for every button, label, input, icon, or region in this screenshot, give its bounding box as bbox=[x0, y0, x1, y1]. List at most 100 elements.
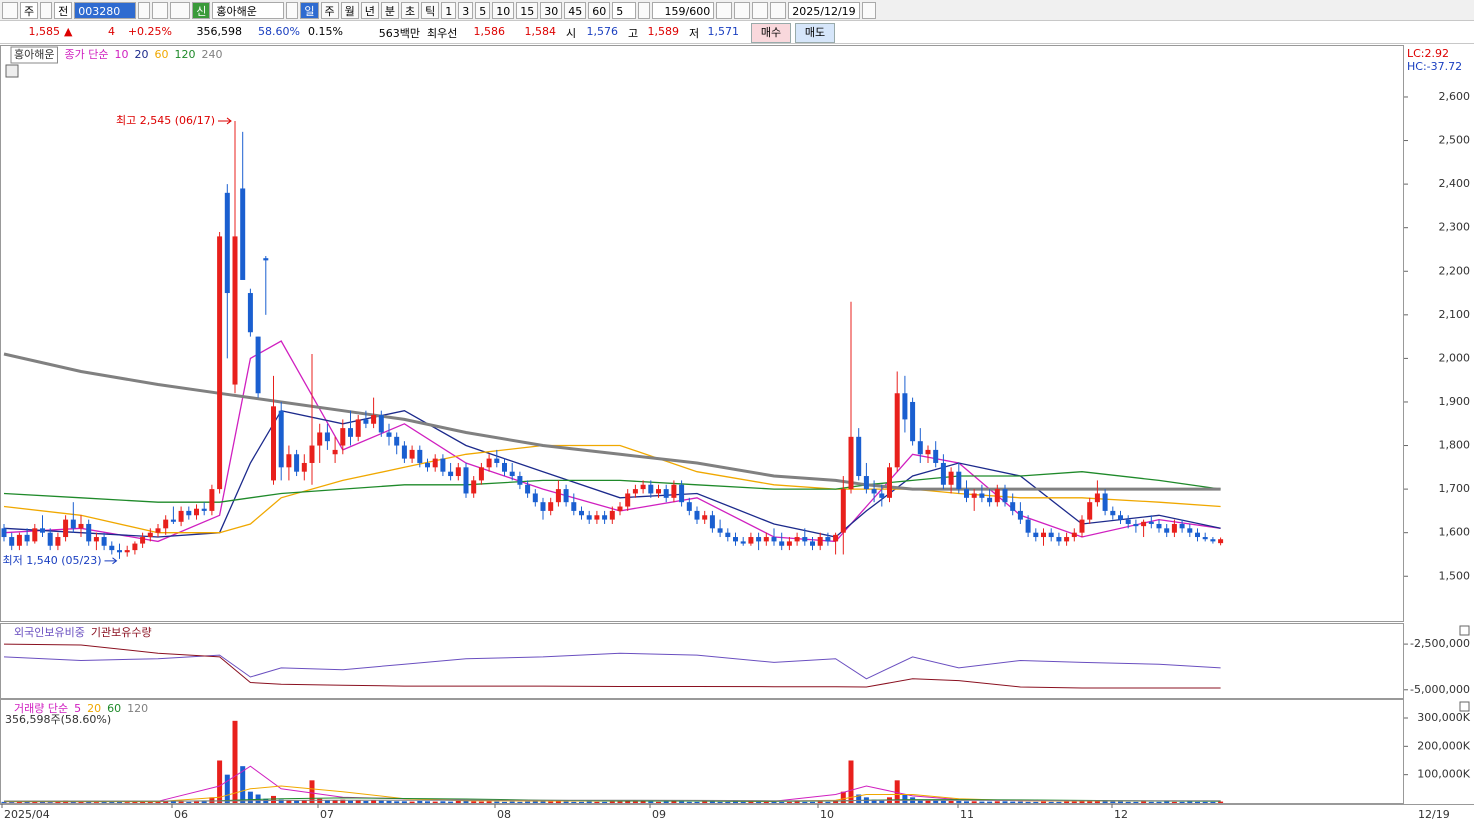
candle-body bbox=[471, 480, 477, 494]
date-box[interactable]: 2025/12/19 bbox=[788, 1, 860, 19]
candle-body bbox=[186, 510, 192, 516]
volume-bar bbox=[340, 799, 346, 803]
quote-open: 1,576 bbox=[586, 25, 619, 38]
volume-bar bbox=[1025, 801, 1031, 803]
quote-high-label: 고 bbox=[628, 27, 639, 40]
dropdown[interactable] bbox=[286, 1, 299, 19]
high-annotation: 최고 2,545 (06/17) bbox=[116, 114, 215, 127]
tool-button[interactable] bbox=[716, 1, 733, 19]
volume-bar bbox=[324, 800, 330, 803]
minute-button[interactable]: 5 bbox=[475, 1, 491, 19]
count-select[interactable]: 5 bbox=[612, 1, 637, 19]
volume-bar bbox=[609, 801, 615, 803]
volume-bar bbox=[186, 801, 192, 803]
volume-bar bbox=[394, 801, 400, 803]
quote-volume-ratio: 58.60% bbox=[258, 25, 300, 38]
volume-bar bbox=[702, 801, 708, 803]
candle-body bbox=[286, 454, 292, 468]
scope-select[interactable]: 전 bbox=[54, 1, 73, 19]
candle-body bbox=[756, 537, 762, 542]
sound-button[interactable] bbox=[170, 1, 191, 19]
period-button[interactable]: 주 bbox=[320, 1, 339, 19]
quote-bid: 1,584 bbox=[524, 25, 557, 38]
period-button[interactable]: 초 bbox=[401, 1, 420, 19]
save-button[interactable] bbox=[752, 1, 769, 19]
minute-button[interactable]: 3 bbox=[458, 1, 474, 19]
candle-body bbox=[686, 502, 692, 511]
volume-bar bbox=[694, 801, 700, 803]
minute-button[interactable]: 10 bbox=[492, 1, 515, 19]
candle-body bbox=[740, 541, 746, 544]
search-button[interactable] bbox=[152, 1, 169, 19]
volume-bar bbox=[802, 801, 808, 803]
y-tick-label: -5,000,000 bbox=[1410, 683, 1470, 696]
legend-item: 외국인보유비중 bbox=[14, 626, 85, 639]
menu-icon[interactable] bbox=[2, 1, 18, 19]
y-tick-label: 2,400 bbox=[1439, 177, 1471, 190]
period-button[interactable]: 월 bbox=[340, 1, 359, 19]
volume-bar bbox=[448, 801, 454, 803]
period-button[interactable]: 일 bbox=[300, 1, 319, 19]
candle-body bbox=[1125, 519, 1131, 524]
period-button[interactable]: 분 bbox=[380, 1, 399, 19]
panel-button[interactable] bbox=[1459, 625, 1470, 636]
volume-bar bbox=[563, 801, 569, 803]
volume-bar bbox=[540, 801, 546, 803]
volume-bar bbox=[632, 801, 638, 803]
code-input[interactable]: 003280 bbox=[74, 1, 137, 19]
candle-body bbox=[917, 441, 923, 455]
candle-body bbox=[840, 489, 846, 533]
volume-bar bbox=[987, 801, 993, 803]
volume-bar bbox=[486, 801, 492, 803]
volume-note: 356,598주(58.60%) bbox=[5, 713, 111, 726]
volume-bar bbox=[1133, 801, 1139, 803]
period-button[interactable]: 년 bbox=[360, 1, 379, 19]
volume-bar bbox=[70, 801, 76, 803]
candle-body bbox=[394, 436, 400, 446]
buy-button[interactable]: 매수 bbox=[751, 23, 791, 43]
minute-button[interactable]: 30 bbox=[540, 1, 563, 19]
candle-body bbox=[1141, 521, 1147, 527]
settings-button[interactable] bbox=[770, 1, 787, 19]
volume-bar bbox=[502, 801, 507, 803]
panel-icon[interactable] bbox=[5, 64, 19, 78]
candle-body bbox=[879, 493, 885, 498]
y-tick-label: 2,200 bbox=[1439, 264, 1471, 277]
minute-button[interactable]: 1 bbox=[441, 1, 457, 19]
calendar-button[interactable] bbox=[861, 1, 876, 19]
panel-button[interactable] bbox=[1459, 701, 1470, 712]
volume-bar bbox=[848, 760, 854, 803]
candle-body bbox=[317, 432, 323, 446]
quote-change: 4 bbox=[108, 25, 115, 38]
candle-body bbox=[871, 489, 877, 494]
volume-bar bbox=[1056, 801, 1062, 803]
candle-body bbox=[178, 510, 184, 522]
candle-body bbox=[47, 532, 53, 546]
candle-body bbox=[340, 428, 346, 446]
volume-bar bbox=[163, 801, 169, 803]
minute-button[interactable]: 45 bbox=[564, 1, 587, 19]
candle-body bbox=[648, 484, 654, 494]
volume-bar bbox=[625, 801, 631, 803]
volume-bar bbox=[155, 801, 161, 803]
minute-button[interactable]: 15 bbox=[516, 1, 539, 19]
dropdown[interactable] bbox=[40, 1, 53, 19]
dropdown[interactable] bbox=[638, 1, 651, 19]
candle-body bbox=[725, 532, 731, 538]
volume-bar bbox=[101, 802, 107, 803]
legend-name: 홍아해운 bbox=[14, 47, 54, 61]
candle-body bbox=[640, 484, 646, 490]
y-tick-label: 300,000K bbox=[1417, 711, 1470, 724]
volume-bar bbox=[1210, 801, 1216, 803]
dropdown[interactable] bbox=[138, 1, 151, 19]
candle-body bbox=[1210, 539, 1216, 542]
candle-body bbox=[532, 493, 538, 503]
volume-bar bbox=[463, 800, 469, 803]
y-tick-label: 2,100 bbox=[1439, 308, 1471, 321]
volume-bar bbox=[1033, 801, 1039, 803]
sell-button[interactable]: 매도 bbox=[795, 23, 835, 43]
minute-button[interactable]: 60 bbox=[588, 1, 611, 19]
market-select[interactable]: 주 bbox=[20, 1, 39, 19]
tool-button[interactable] bbox=[734, 1, 751, 19]
period-button[interactable]: 틱 bbox=[421, 1, 440, 19]
